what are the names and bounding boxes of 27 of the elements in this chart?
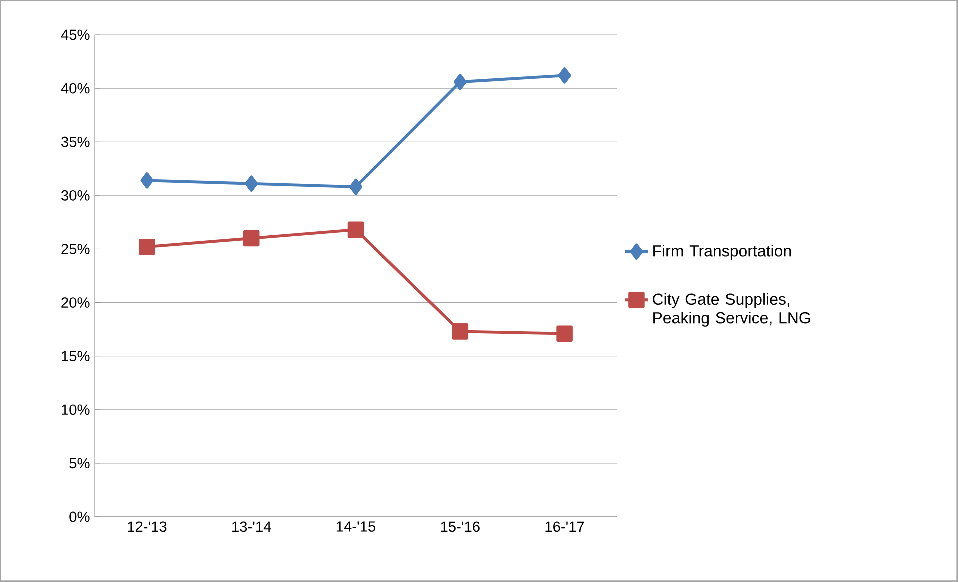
y-tick-label: 20%	[62, 298, 90, 308]
x-tick-label: 13-'14	[232, 522, 272, 532]
y-tick-label: 5%	[70, 458, 90, 469]
y-tick-label: 25%	[62, 244, 90, 254]
y-tick-label: 0%	[70, 512, 90, 522]
point	[454, 74, 467, 90]
y-tick-label: 15%	[62, 351, 90, 362]
y-tick-label: 30%	[62, 190, 90, 201]
point	[245, 176, 258, 192]
y-tick-label: 35%	[62, 136, 90, 148]
y-tick-label: 10%	[62, 404, 90, 416]
x-tick-label: 15-'16	[441, 522, 480, 532]
point	[558, 68, 572, 84]
y-tick-label: 40%	[61, 83, 90, 94]
x-tick-label: 14-'15	[336, 522, 376, 532]
x-tick-label: 12-'13	[128, 522, 167, 532]
x-tick-label: 16-'17	[546, 522, 584, 532]
point	[556, 326, 573, 342]
point	[140, 172, 154, 189]
point	[348, 222, 364, 238]
legend-label: City Gate Supplies, Peaking Service, LNG	[653, 293, 810, 327]
point	[350, 178, 362, 196]
point	[243, 230, 260, 247]
y-tick-label: 45%	[61, 30, 90, 40]
point	[139, 238, 156, 256]
legend-label: Firm Transportation	[654, 245, 792, 260]
point	[452, 324, 469, 340]
